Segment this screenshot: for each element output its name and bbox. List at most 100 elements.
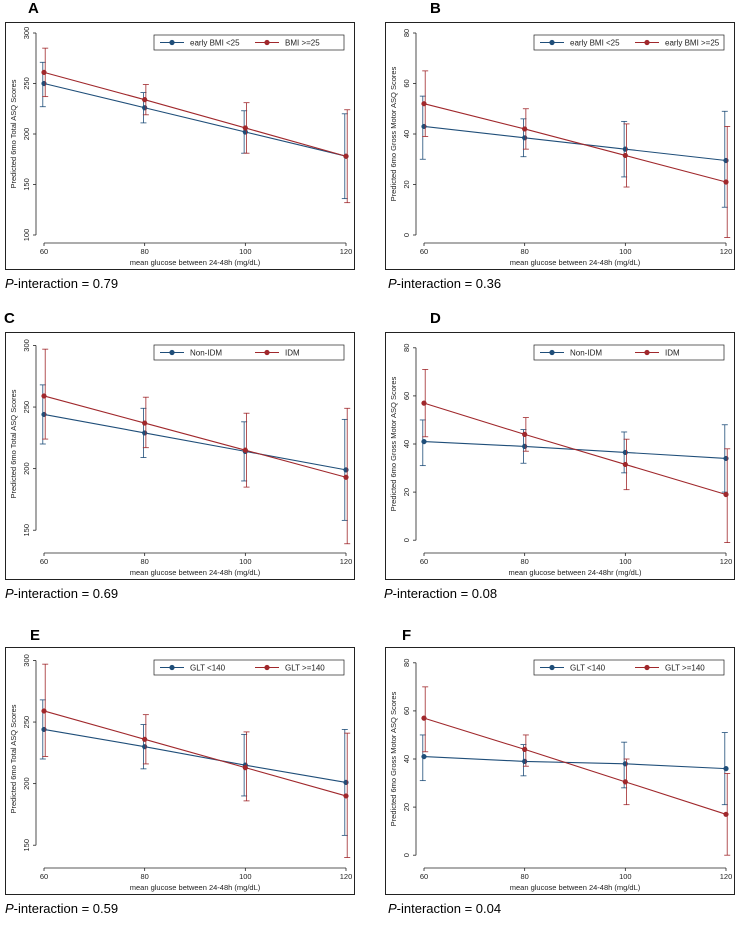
data-point <box>142 744 148 750</box>
p-label: P <box>5 586 14 601</box>
legend-label: early BMI <25 <box>570 39 620 48</box>
y-tick-label: 200 <box>22 777 31 790</box>
p-interaction-text: P-interaction = 0.08 <box>384 586 497 601</box>
series-glt-140 <box>39 699 349 836</box>
p-value: -interaction = 0.69 <box>13 586 119 601</box>
p-label: P <box>5 276 14 291</box>
series-idm <box>421 369 731 543</box>
x-tick-label: 60 <box>40 247 48 256</box>
data-point <box>41 411 47 418</box>
series-line <box>43 728 347 783</box>
legend-box <box>533 34 725 51</box>
y-tick-label: 40 <box>402 440 411 448</box>
chart-svg: 0 20 40 60 80 Predicted 6mo Gross Motor ASQ S… <box>389 659 732 892</box>
y-tick-label: 20 <box>402 180 411 188</box>
y-tick-label: 200 <box>22 462 31 475</box>
data-point <box>522 135 528 141</box>
series-early-bmi-25 <box>421 70 731 238</box>
data-point <box>522 443 528 450</box>
data-point <box>622 449 628 456</box>
data-point <box>242 125 248 131</box>
legend-swatch-marker <box>264 349 270 356</box>
chart-svg: 150 200 250 300 Predicted 6mo Total ASQ Scor… <box>9 654 352 892</box>
legend-label: GLT <140 <box>190 664 226 673</box>
x-axis-label: mean glucose between 24-48h (mg/dL) <box>130 883 261 892</box>
series-glt-140 <box>421 686 731 856</box>
x-tick-label: 80 <box>140 557 148 566</box>
series-glt-140 <box>41 663 351 858</box>
legend-label: early BMI <25 <box>190 39 240 48</box>
data-point <box>723 491 729 498</box>
panel-letter: F <box>402 627 412 644</box>
x-axis-label: mean glucose between 24-48h (mg/dL) <box>510 258 641 267</box>
data-point <box>41 69 47 75</box>
data-point <box>142 105 148 111</box>
legend-label: GLT >=140 <box>285 664 325 673</box>
plot-area: 100 150 200 250 300 Predicted 6mo Total ASQ S… <box>5 22 355 270</box>
data-point <box>723 766 729 772</box>
y-tick-label: 250 <box>22 401 31 414</box>
series-line <box>43 413 347 471</box>
series-line <box>43 71 347 157</box>
data-point <box>142 97 148 103</box>
p-label: P <box>388 901 397 916</box>
legend: GLT <140 GLT >=140 <box>533 659 725 676</box>
series-glt-140 <box>419 732 729 806</box>
data-point <box>242 447 248 453</box>
data-point <box>142 430 148 436</box>
series-bmi-25 <box>41 47 351 204</box>
y-axis-label: Predicted 6mo Total ASQ Scores <box>9 704 18 813</box>
legend-swatch-marker <box>169 349 175 356</box>
legend-swatch-marker <box>264 664 270 671</box>
p-interaction-text: P-interaction = 0.04 <box>388 901 501 916</box>
data-point <box>41 708 47 714</box>
legend-label: early BMI >=25 <box>665 39 720 48</box>
series-line <box>423 402 727 496</box>
x-tick-label: 80 <box>520 872 528 881</box>
panel-e: E 150 200 250 300 Predicted 6mo Total ASQ Sc… <box>0 625 360 920</box>
panel-c: C 150 200 250 300 Predicted 6mo Total ASQ Sc… <box>0 310 360 605</box>
p-label: P <box>388 276 397 291</box>
y-tick-label: 80 <box>402 659 411 667</box>
data-point <box>622 152 628 159</box>
legend-swatch-marker <box>169 39 175 46</box>
data-point <box>421 123 427 130</box>
panel-f: F 0 20 40 60 80 Predicted 6mo Gross Motor ASQ… <box>380 625 740 920</box>
plot-area: 0 20 40 60 80 Predicted 6mo Gross Motor ASQ S… <box>385 22 735 270</box>
legend-swatch-marker <box>169 664 175 671</box>
p-value: -interaction = 0.79 <box>13 276 119 291</box>
x-tick-label: 100 <box>239 557 252 566</box>
x-tick-label: 60 <box>40 557 48 566</box>
legend: early BMI <25 BMI >=25 <box>153 34 345 51</box>
data-point <box>421 400 427 406</box>
plot-area: 150 200 250 300 Predicted 6mo Total ASQ Scor… <box>5 647 355 895</box>
series-line <box>423 103 727 183</box>
x-axis-label: mean glucose between 24-48h (mg/dL) <box>130 568 261 577</box>
y-tick-label: 60 <box>402 79 411 87</box>
y-tick-label: 40 <box>402 755 411 763</box>
legend-swatch-marker <box>644 664 650 671</box>
y-tick-label: 60 <box>402 392 411 400</box>
panel-a: A 100 150 200 250 300 Predicted 6mo Total ASQ… <box>0 0 360 295</box>
y-axis-label: Predicted 6mo Gross Motor ASQ Scores <box>389 691 398 826</box>
legend-box <box>533 344 725 361</box>
x-tick-label: 100 <box>239 247 252 256</box>
series-line <box>43 82 347 157</box>
panel-letter: D <box>430 310 441 327</box>
plot-area: 0 20 40 60 80 Predicted 6mo Gross Motor ASQ S… <box>385 332 735 580</box>
p-label: P <box>384 586 393 601</box>
p-interaction-text: P-interaction = 0.69 <box>5 586 118 601</box>
series-early-bmi-25 <box>419 95 729 208</box>
y-tick-label: 20 <box>402 803 411 811</box>
y-tick-label: 0 <box>402 853 411 857</box>
x-tick-label: 100 <box>619 247 632 256</box>
chart-svg: 0 20 40 60 80 Predicted 6mo Gross Motor ASQ S… <box>389 29 732 267</box>
data-point <box>421 753 427 760</box>
data-point <box>421 715 427 721</box>
x-tick-label: 100 <box>619 557 632 566</box>
x-tick-label: 60 <box>420 247 428 256</box>
legend: GLT <140 GLT >=140 <box>153 659 345 676</box>
legend: early BMI <25 early BMI >=25 <box>533 34 725 51</box>
p-value: -interaction = 0.04 <box>396 901 502 916</box>
data-point <box>522 431 528 437</box>
